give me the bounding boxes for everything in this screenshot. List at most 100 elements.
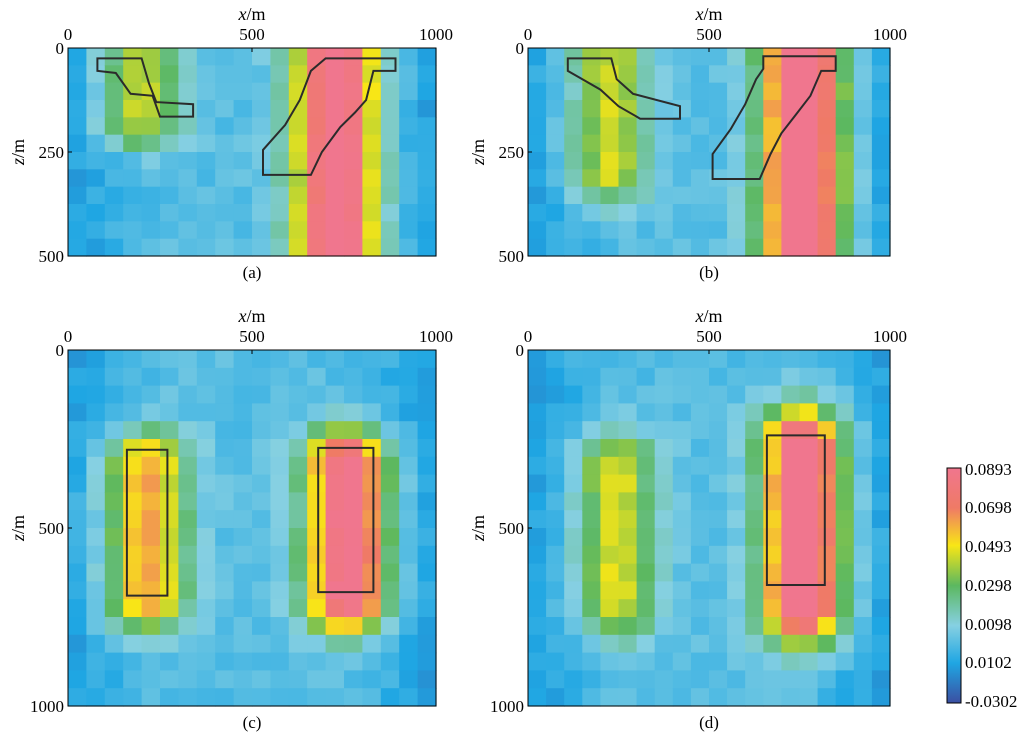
- heatmap-cell: [618, 510, 638, 529]
- heatmap-cell: [654, 82, 674, 101]
- heatmap-cell: [672, 117, 692, 136]
- heatmap-cell: [325, 563, 345, 582]
- heatmap-cell: [672, 367, 692, 387]
- heatmap-cell: [799, 545, 819, 565]
- heatmap-cell: [528, 134, 547, 153]
- heatmap-cell: [399, 117, 419, 136]
- heatmap-cells: [528, 350, 891, 707]
- heatmap-cell: [344, 100, 363, 118]
- heatmap-cell: [288, 652, 308, 671]
- heatmap-cell: [817, 403, 837, 422]
- heatmap-cell: [636, 152, 656, 170]
- heatmap-cell: [160, 456, 179, 476]
- heatmap-cell: [160, 403, 179, 422]
- heatmap-cell: [417, 186, 437, 205]
- heatmap-cell: [270, 65, 290, 84]
- heatmap-cell: [799, 403, 819, 422]
- heatmap-cell: [582, 439, 601, 458]
- heatmap-cell: [380, 186, 400, 205]
- heatmap-cell: [270, 670, 290, 689]
- heatmap-cell: [600, 48, 620, 66]
- heatmap-cell: [86, 474, 106, 493]
- heatmap-cell: [325, 652, 345, 671]
- heatmap-cell: [709, 688, 728, 707]
- heatmap-cell: [600, 474, 620, 493]
- heatmap-cell: [871, 100, 891, 118]
- heatmap-cell: [344, 581, 363, 600]
- heatmap-cell: [817, 221, 837, 240]
- heatmap-cell: [233, 65, 253, 84]
- x-tick-label: 1000: [419, 25, 453, 44]
- heatmap-cell: [196, 385, 216, 404]
- heatmap-cell: [344, 510, 363, 529]
- heatmap-cell: [781, 385, 801, 404]
- heatmap-cell: [672, 134, 692, 153]
- heatmap-cell: [196, 48, 216, 66]
- heatmap-cell: [781, 617, 801, 636]
- heatmap-cell: [781, 186, 801, 205]
- heatmap-cell: [344, 221, 363, 240]
- heatmap-cell: [307, 421, 327, 440]
- heatmap-cell: [582, 204, 601, 222]
- heatmap-cell: [270, 48, 290, 66]
- heatmap-cell: [709, 238, 728, 257]
- heatmap-cell: [745, 528, 764, 547]
- heatmap-cell: [564, 617, 583, 636]
- heatmap-cell: [86, 403, 106, 422]
- heatmap-cell: [288, 65, 308, 84]
- heatmap-cell: [835, 169, 855, 188]
- heatmap-cell: [582, 100, 601, 118]
- heatmap-cell: [344, 403, 363, 422]
- heatmap-cell: [399, 169, 419, 188]
- heatmap-cell: [853, 528, 873, 547]
- heatmap-cell: [215, 510, 235, 529]
- heatmap-cell: [86, 350, 106, 369]
- heatmap-cell: [86, 634, 106, 654]
- heatmap-cell: [546, 510, 565, 529]
- heatmap-cell: [123, 492, 143, 511]
- heatmap-cell: [799, 367, 819, 387]
- heatmap-cell: [325, 117, 345, 136]
- heatmap-cell: [690, 634, 710, 654]
- heatmap-cell: [160, 545, 179, 565]
- heatmap-cell: [68, 439, 87, 458]
- heatmap-cell: [871, 117, 891, 136]
- heatmap-cell: [86, 82, 106, 101]
- heatmap-cell: [564, 204, 583, 222]
- heatmap-cell: [690, 134, 710, 153]
- heatmap-cell: [288, 367, 308, 387]
- heatmap-cell: [799, 421, 819, 440]
- heatmap-cell: [654, 238, 674, 257]
- heatmap-cell: [582, 599, 601, 618]
- heatmap-cell: [123, 350, 143, 369]
- heatmap-cell: [618, 403, 638, 422]
- heatmap-cell: [344, 599, 363, 618]
- panel-caption: (d): [699, 713, 719, 732]
- heatmap-cell: [86, 670, 106, 689]
- heatmap-cell: [528, 652, 547, 671]
- heatmap-cell: [68, 350, 87, 369]
- heatmap-cell: [654, 385, 674, 404]
- heatmap-cell: [196, 65, 216, 84]
- heatmap-cell: [68, 545, 87, 565]
- heatmap-cell: [196, 221, 216, 240]
- heatmap-cell: [399, 100, 419, 118]
- heatmap-cell: [871, 82, 891, 101]
- heatmap-cell: [690, 439, 710, 458]
- heatmap-cell: [600, 169, 620, 188]
- heatmap-cell: [817, 238, 837, 257]
- heatmap-cell: [380, 599, 400, 618]
- x-tick-label: 1000: [873, 327, 907, 346]
- heatmap-cell: [817, 186, 837, 205]
- heatmap-cell: [817, 617, 837, 636]
- heatmap-cell: [582, 563, 601, 582]
- heatmap-cell: [160, 385, 179, 404]
- heatmap-cell: [270, 492, 290, 511]
- heatmap-cell: [123, 474, 143, 493]
- heatmap-cell: [600, 152, 620, 170]
- heatmap-cell: [835, 48, 855, 66]
- heatmap-cell: [835, 134, 855, 153]
- heatmap-cell: [546, 48, 565, 66]
- heatmap-cell: [417, 65, 437, 84]
- heatmap-cell: [727, 474, 746, 493]
